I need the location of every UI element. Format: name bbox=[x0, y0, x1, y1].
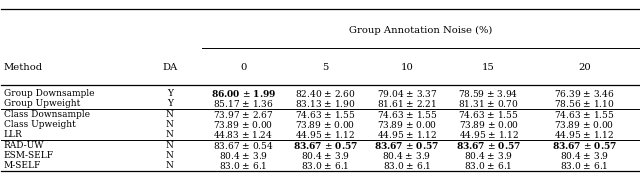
Text: 80.4 $\pm$ 3.9: 80.4 $\pm$ 3.9 bbox=[464, 150, 513, 161]
Text: DA: DA bbox=[163, 63, 177, 72]
Text: Class Downsample: Class Downsample bbox=[4, 110, 90, 119]
Text: 0: 0 bbox=[240, 63, 246, 72]
Text: 73.89 $\pm$ 0.00: 73.89 $\pm$ 0.00 bbox=[377, 119, 437, 130]
Text: Y: Y bbox=[167, 99, 173, 108]
Text: N: N bbox=[166, 110, 174, 119]
Text: 83.0 $\pm$ 6.1: 83.0 $\pm$ 6.1 bbox=[301, 160, 349, 171]
Text: 79.04 $\pm$ 3.37: 79.04 $\pm$ 3.37 bbox=[377, 88, 437, 99]
Text: 74.63 $\pm$ 1.55: 74.63 $\pm$ 1.55 bbox=[554, 109, 614, 120]
Text: 74.63 $\pm$ 1.55: 74.63 $\pm$ 1.55 bbox=[295, 109, 356, 120]
Text: N: N bbox=[166, 130, 174, 139]
Text: 83.13 $\pm$ 1.90: 83.13 $\pm$ 1.90 bbox=[295, 98, 356, 109]
Text: RAD-UW: RAD-UW bbox=[4, 141, 44, 150]
Text: 15: 15 bbox=[482, 63, 495, 72]
Text: 86.00 $\pm$ 1.99: 86.00 $\pm$ 1.99 bbox=[211, 88, 276, 99]
Text: 83.0 $\pm$ 6.1: 83.0 $\pm$ 6.1 bbox=[383, 160, 431, 171]
Text: N: N bbox=[166, 161, 174, 170]
Text: 83.0 $\pm$ 6.1: 83.0 $\pm$ 6.1 bbox=[219, 160, 268, 171]
Text: 73.97 $\pm$ 2.67: 73.97 $\pm$ 2.67 bbox=[213, 109, 273, 120]
Text: Group Upweight: Group Upweight bbox=[4, 99, 80, 108]
Text: 73.89 $\pm$ 0.00: 73.89 $\pm$ 0.00 bbox=[554, 119, 614, 130]
Text: 83.67 $\pm$ 0.54: 83.67 $\pm$ 0.54 bbox=[213, 139, 274, 150]
Text: M-SELF: M-SELF bbox=[4, 161, 41, 170]
Text: 82.40 $\pm$ 2.60: 82.40 $\pm$ 2.60 bbox=[295, 88, 356, 99]
Text: 10: 10 bbox=[401, 63, 413, 72]
Text: 83.67 $\pm$ 0.57: 83.67 $\pm$ 0.57 bbox=[552, 139, 617, 150]
Text: 44.95 $\pm$ 1.12: 44.95 $\pm$ 1.12 bbox=[554, 129, 614, 140]
Text: 74.63 $\pm$ 1.55: 74.63 $\pm$ 1.55 bbox=[376, 109, 437, 120]
Text: ESM-SELF: ESM-SELF bbox=[4, 151, 54, 160]
Text: 83.67 $\pm$ 0.57: 83.67 $\pm$ 0.57 bbox=[293, 139, 358, 150]
Text: 83.67 $\pm$ 0.57: 83.67 $\pm$ 0.57 bbox=[374, 139, 440, 150]
Text: Method: Method bbox=[4, 63, 43, 72]
Text: 44.83 $\pm$ 1.24: 44.83 $\pm$ 1.24 bbox=[213, 129, 273, 140]
Text: LLR: LLR bbox=[4, 130, 22, 139]
Text: 83.67 $\pm$ 0.57: 83.67 $\pm$ 0.57 bbox=[456, 139, 521, 150]
Text: 80.4 $\pm$ 3.9: 80.4 $\pm$ 3.9 bbox=[301, 150, 350, 161]
Text: 76.39 $\pm$ 3.46: 76.39 $\pm$ 3.46 bbox=[554, 88, 614, 99]
Text: 73.89 $\pm$ 0.00: 73.89 $\pm$ 0.00 bbox=[295, 119, 355, 130]
Text: 44.95 $\pm$ 1.12: 44.95 $\pm$ 1.12 bbox=[377, 129, 437, 140]
Text: N: N bbox=[166, 141, 174, 150]
Text: 83.0 $\pm$ 6.1: 83.0 $\pm$ 6.1 bbox=[560, 160, 609, 171]
Text: 5: 5 bbox=[323, 63, 328, 72]
Text: Class Upweight: Class Upweight bbox=[4, 120, 76, 129]
Text: 80.4 $\pm$ 3.9: 80.4 $\pm$ 3.9 bbox=[219, 150, 268, 161]
Text: 73.89 $\pm$ 0.00: 73.89 $\pm$ 0.00 bbox=[458, 119, 518, 130]
Text: 85.17 $\pm$ 1.36: 85.17 $\pm$ 1.36 bbox=[213, 98, 274, 109]
Text: 44.95 $\pm$ 1.12: 44.95 $\pm$ 1.12 bbox=[296, 129, 355, 140]
Text: 73.89 $\pm$ 0.00: 73.89 $\pm$ 0.00 bbox=[213, 119, 273, 130]
Text: 20: 20 bbox=[578, 63, 591, 72]
Text: 80.4 $\pm$ 3.9: 80.4 $\pm$ 3.9 bbox=[560, 150, 609, 161]
Text: 78.56 $\pm$ 1.10: 78.56 $\pm$ 1.10 bbox=[554, 98, 614, 109]
Text: N: N bbox=[166, 151, 174, 160]
Text: Group Downsample: Group Downsample bbox=[4, 89, 94, 98]
Text: 83.0 $\pm$ 6.1: 83.0 $\pm$ 6.1 bbox=[465, 160, 513, 171]
Text: Y: Y bbox=[167, 89, 173, 98]
Text: N: N bbox=[166, 120, 174, 129]
Text: Group Annotation Noise (%): Group Annotation Noise (%) bbox=[349, 26, 492, 35]
Text: 78.59 $\pm$ 3.94: 78.59 $\pm$ 3.94 bbox=[458, 88, 519, 99]
Text: 80.4 $\pm$ 3.9: 80.4 $\pm$ 3.9 bbox=[382, 150, 431, 161]
Text: 74.63 $\pm$ 1.55: 74.63 $\pm$ 1.55 bbox=[458, 109, 519, 120]
Text: 81.31 $\pm$ 0.70: 81.31 $\pm$ 0.70 bbox=[458, 98, 519, 109]
Text: 81.61 $\pm$ 2.21: 81.61 $\pm$ 2.21 bbox=[377, 98, 436, 109]
Text: 44.95 $\pm$ 1.12: 44.95 $\pm$ 1.12 bbox=[458, 129, 518, 140]
